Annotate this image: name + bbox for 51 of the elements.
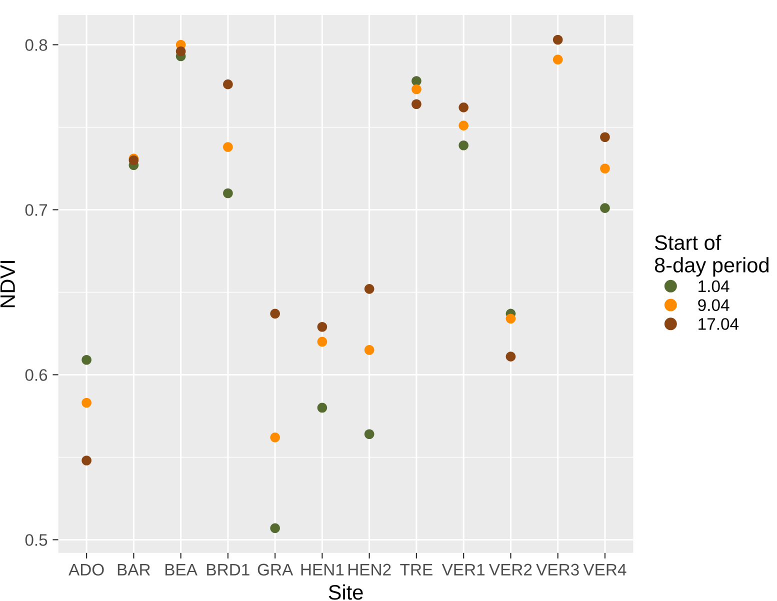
x-tick-label: VER2 bbox=[489, 564, 532, 576]
point bbox=[223, 188, 233, 198]
y-tick-label: 0.7 bbox=[25, 204, 48, 216]
x-tick-label: HEN1 bbox=[301, 564, 344, 576]
point bbox=[552, 54, 563, 64]
point bbox=[552, 34, 563, 45]
point bbox=[223, 79, 233, 90]
x-tick-label: TRE bbox=[400, 564, 432, 576]
point bbox=[176, 46, 186, 56]
x-axis-title: Site bbox=[328, 584, 363, 600]
point bbox=[317, 322, 328, 332]
point bbox=[506, 314, 516, 324]
point bbox=[317, 402, 328, 413]
legend-label: 17.04 bbox=[698, 318, 739, 330]
point bbox=[317, 336, 328, 347]
point bbox=[82, 398, 92, 408]
point bbox=[600, 132, 610, 142]
point bbox=[600, 203, 610, 213]
point bbox=[82, 456, 92, 466]
point bbox=[364, 429, 374, 440]
point bbox=[270, 432, 280, 442]
point bbox=[82, 354, 92, 365]
point bbox=[364, 284, 374, 294]
y-axis-title: NDVI bbox=[0, 261, 15, 308]
point bbox=[506, 352, 516, 362]
x-tick-label: GRA bbox=[258, 564, 294, 576]
point bbox=[270, 523, 280, 534]
point bbox=[458, 140, 468, 150]
point bbox=[412, 76, 422, 86]
x-tick-label: BRD1 bbox=[207, 564, 250, 576]
x-tick-label: VER4 bbox=[583, 564, 626, 576]
point bbox=[458, 120, 468, 130]
legend-title: Start of 8-day period bbox=[654, 234, 768, 277]
x-tick-label: BEA bbox=[166, 564, 198, 576]
legend-label: 1.04 bbox=[698, 280, 730, 292]
point bbox=[223, 142, 233, 152]
x-tick-label: HEN2 bbox=[348, 564, 391, 576]
point bbox=[412, 84, 422, 94]
x-tick-label: BAR bbox=[118, 564, 150, 576]
y-tick-label: 0.5 bbox=[25, 534, 48, 546]
x-tick-label: VER1 bbox=[442, 564, 485, 576]
x-tick-label: ADO bbox=[68, 564, 104, 576]
y-tick-label: 0.6 bbox=[25, 369, 48, 381]
point bbox=[364, 345, 374, 355]
y-tick-label: 0.8 bbox=[25, 39, 48, 51]
point bbox=[412, 99, 422, 110]
point bbox=[270, 308, 280, 319]
legend-label: 9.04 bbox=[698, 299, 730, 312]
point bbox=[458, 102, 468, 112]
point bbox=[600, 164, 610, 174]
x-tick-label: VER3 bbox=[536, 564, 579, 576]
